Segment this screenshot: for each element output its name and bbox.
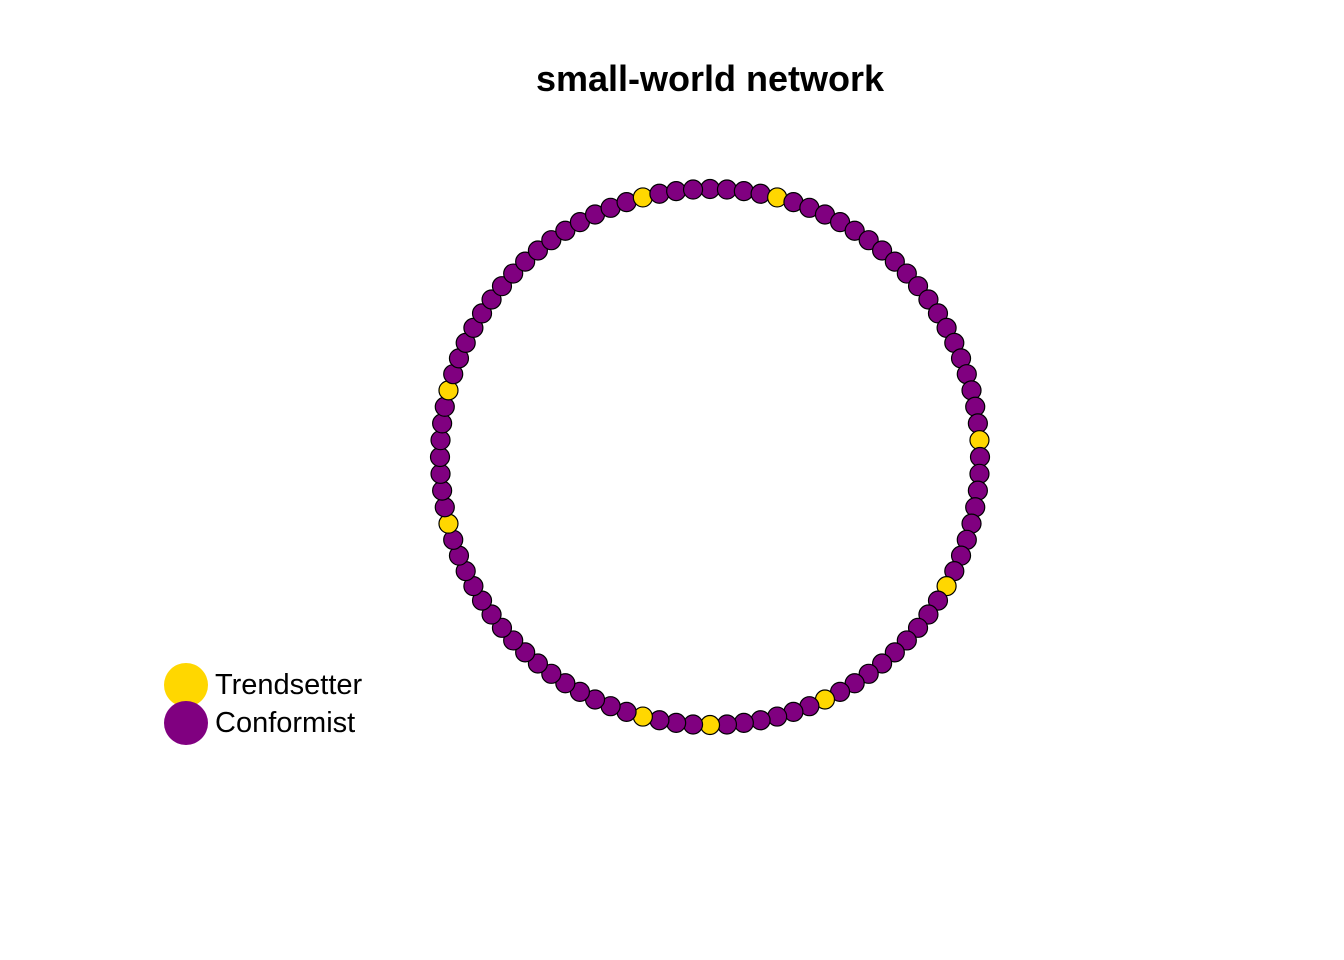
conformist-node [491,276,513,297]
conformist-node [527,653,549,674]
conformist-node [871,653,893,674]
conformist-node [515,642,536,663]
conformist-node [884,251,905,272]
conformist-node [481,289,502,310]
conformist-node [682,179,704,200]
conformist-node [527,240,549,261]
conformist-node [716,714,738,735]
conformist-swatch-icon [164,701,208,745]
conformist-node [918,289,939,310]
legend-item-trendsetter: Trendsetter [164,663,363,707]
conformist-node [699,178,721,200]
conformist-node [927,590,949,611]
conformist-node [430,430,451,451]
conformist-node [666,181,687,202]
conformist-node [961,380,982,401]
conformist-node [967,480,988,501]
conformist-node [541,230,562,251]
conformist-node [896,263,917,284]
conformist-node [491,617,513,638]
conformist-node [858,663,879,684]
conformist-node [918,604,939,625]
conformist-node [965,396,986,417]
conformist-node [649,710,670,731]
conformist-node [434,497,455,518]
conformist-node [969,463,990,484]
conformist-node [430,463,451,484]
conformist-node [967,413,988,434]
conformist-node [682,714,704,735]
conformist-node [541,663,562,684]
conformist-node [555,673,576,694]
conformist-node [515,251,536,272]
conformist-node [733,181,754,202]
conformist-node [907,276,929,297]
legend-label-conformist: Conformist [215,707,356,739]
network-nodes [429,178,991,736]
conformist-node [750,183,771,204]
conformist-node [649,183,670,204]
conformist-node [858,230,879,251]
trendsetter-node [699,714,721,736]
conformist-node [716,179,738,200]
conformist-node [503,630,524,651]
trendsetter-swatch-icon [164,663,208,707]
conformist-node [844,220,865,241]
conformist-node [969,446,991,468]
conformist-node [965,497,986,518]
trendsetter-node [632,187,653,208]
conformist-node [884,642,905,663]
conformist-node [432,413,453,434]
conformist-node [429,446,451,468]
conformist-node [896,630,917,651]
legend-item-conformist: Conformist [164,701,362,745]
conformist-node [767,706,788,727]
conformist-node [907,617,929,638]
legend: Trendsetter Conformist [164,663,363,745]
trendsetter-node [438,513,459,534]
conformist-node [481,604,502,625]
conformist-node [871,240,893,261]
conformist-node [471,303,493,324]
conformist-node [432,480,453,501]
conformist-node [733,712,754,733]
chart-title: small-world network [535,58,885,99]
conformist-node [666,712,687,733]
conformist-node [434,396,455,417]
trendsetter-node [969,430,990,451]
legend-label-trendsetter: Trendsetter [215,669,363,701]
conformist-node [750,710,771,731]
conformist-node [503,263,524,284]
